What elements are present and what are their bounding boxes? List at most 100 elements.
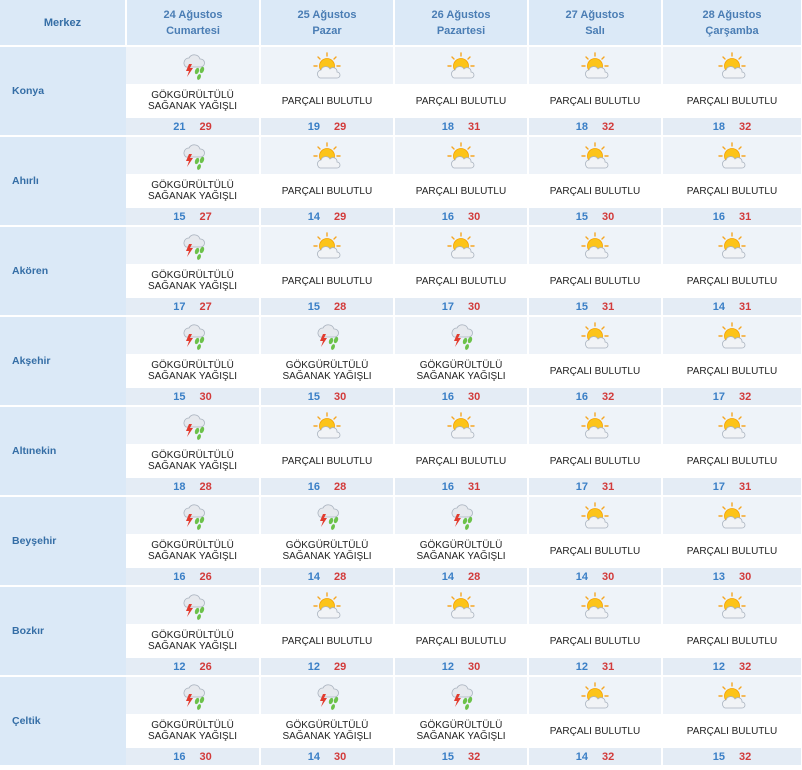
partly-cloudy-icon	[312, 231, 342, 261]
max-temp: 31	[602, 300, 615, 313]
weather-icon-cell	[126, 45, 261, 84]
min-temp: 21	[173, 120, 186, 133]
condition-line: SAĞANAK YAĞIŞLI	[282, 371, 372, 382]
weather-icon-cell	[528, 45, 663, 84]
place-name[interactable]: Akören	[0, 225, 126, 316]
partly-cloudy-icon	[717, 411, 747, 441]
condition-text: GÖKGÜRÜLTÜLÜ SAĞANAK YAĞIŞLI	[126, 624, 261, 658]
forecast-row-desc: GÖKGÜRÜLTÜLÜ SAĞANAK YAĞIŞLI GÖKGÜRÜLTÜLÜ S…	[0, 354, 802, 388]
partly-cloudy-icon	[446, 231, 476, 261]
condition-text: PARÇALI BULUTLU	[662, 174, 802, 208]
partly-cloudy-icon	[312, 411, 342, 441]
condition-text: PARÇALI BULUTLU	[528, 174, 663, 208]
weather-icon-cell	[126, 225, 261, 264]
forecast-row: Beyşehir	[0, 495, 802, 586]
condition-text: PARÇALI BULUTLU	[528, 534, 663, 568]
min-temp: 14	[575, 750, 588, 763]
condition-line: GÖKGÜRÜLTÜLÜ	[151, 720, 234, 731]
condition-text: GÖKGÜRÜLTÜLÜ SAĞANAK YAĞIŞLI	[126, 534, 261, 568]
weather-icon-cell	[394, 315, 529, 354]
place-name[interactable]: Beyşehir	[0, 495, 126, 586]
condition-line: PARÇALI BULUTLU	[686, 725, 778, 737]
weather-icon-cell	[662, 315, 802, 354]
condition-line: SAĞANAK YAĞIŞLI	[416, 731, 506, 742]
min-temp: 14	[307, 750, 320, 763]
weather-icon-cell	[662, 675, 802, 714]
partly-cloudy-icon	[580, 501, 610, 531]
thunderstorm-icon	[446, 681, 476, 711]
max-temp: 30	[334, 390, 347, 403]
forecast-body: Konya	[0, 45, 802, 765]
condition-text: PARÇALI BULUTLU	[528, 264, 663, 298]
condition-line: GÖKGÜRÜLTÜLÜ	[285, 360, 369, 371]
forecast-row-desc: GÖKGÜRÜLTÜLÜ SAĞANAK YAĞIŞLI GÖKGÜRÜLTÜLÜ S…	[0, 714, 802, 748]
forecast-row: Konya	[0, 45, 802, 136]
max-temp: 28	[199, 480, 212, 493]
forecast-row-temps: 21 29 19 29 18 31 18 32 18 32	[0, 118, 802, 136]
condition-line: PARÇALI BULUTLU	[549, 185, 641, 197]
min-temp: 15	[712, 750, 725, 763]
condition-text: PARÇALI BULUTLU	[662, 624, 802, 658]
min-temp: 17	[712, 390, 725, 403]
partly-cloudy-icon	[580, 231, 610, 261]
thunderstorm-icon	[446, 321, 476, 351]
condition-text: PARÇALI BULUTLU	[394, 174, 529, 208]
min-temp: 13	[712, 570, 725, 583]
forecast-row: Akşehir	[0, 315, 802, 406]
weather-icon-cell	[260, 585, 395, 624]
thunderstorm-icon	[178, 141, 208, 171]
partly-cloudy-icon	[717, 501, 747, 531]
partly-cloudy-icon	[580, 591, 610, 621]
condition-text: PARÇALI BULUTLU	[528, 624, 663, 658]
condition-text: PARÇALI BULUTLU	[394, 444, 529, 478]
max-temp: 26	[199, 570, 212, 583]
thunderstorm-icon	[312, 501, 342, 531]
condition-line: GÖKGÜRÜLTÜLÜ	[151, 180, 234, 191]
temperature-cell: 16 30	[126, 748, 261, 765]
min-temp: 15	[173, 210, 186, 223]
forecast-row-temps: 18 28 16 28 16 31 17 31 17 31	[0, 478, 802, 496]
max-temp: 31	[739, 210, 752, 223]
condition-text: GÖKGÜRÜLTÜLÜ SAĞANAK YAĞIŞLI	[394, 714, 529, 748]
condition-line: PARÇALI BULUTLU	[415, 185, 507, 197]
temperature-cell: 16 31	[662, 208, 802, 226]
min-temp: 12	[575, 660, 588, 673]
thunderstorm-icon	[178, 681, 208, 711]
partly-cloudy-icon	[717, 231, 747, 261]
header-row: Merkez 24 Ağustos Cumartesi 25 Ağustos Paz…	[0, 0, 802, 46]
weather-icon-cell	[394, 135, 529, 174]
max-temp: 31	[602, 660, 615, 673]
place-name[interactable]: Konya	[0, 45, 126, 136]
condition-line: PARÇALI BULUTLU	[686, 545, 778, 557]
place-name[interactable]: Çeltik	[0, 675, 126, 765]
forecast-row-desc: GÖKGÜRÜLTÜLÜ SAĞANAK YAĞIŞLI PARÇALI BULUT…	[0, 624, 802, 658]
condition-text: GÖKGÜRÜLTÜLÜ SAĞANAK YAĞIŞLI	[126, 84, 261, 118]
condition-text: PARÇALI BULUTLU	[260, 84, 395, 118]
min-temp: 16	[575, 390, 588, 403]
weather-icon-cell	[394, 225, 529, 264]
condition-line: GÖKGÜRÜLTÜLÜ	[419, 720, 503, 731]
partly-cloudy-icon	[446, 51, 476, 81]
temperature-cell: 12 30	[394, 658, 529, 676]
partly-cloudy-icon	[580, 141, 610, 171]
temperature-cell: 18 32	[662, 118, 802, 136]
place-name[interactable]: Altınekin	[0, 405, 126, 496]
place-name[interactable]: Bozkır	[0, 585, 126, 676]
place-name[interactable]: Akşehir	[0, 315, 126, 406]
max-temp: 28	[334, 480, 347, 493]
condition-text: GÖKGÜRÜLTÜLÜ SAĞANAK YAĞIŞLI	[126, 444, 261, 478]
condition-line: SAĞANAK YAĞIŞLI	[147, 371, 238, 382]
max-temp: 30	[739, 570, 752, 583]
condition-line: SAĞANAK YAĞIŞLI	[416, 371, 506, 382]
max-temp: 31	[739, 480, 752, 493]
place-name[interactable]: Ahırlı	[0, 135, 126, 226]
max-temp: 27	[199, 300, 212, 313]
condition-line: GÖKGÜRÜLTÜLÜ	[151, 450, 234, 461]
condition-line: GÖKGÜRÜLTÜLÜ	[151, 630, 234, 641]
weather-icon-cell	[126, 495, 261, 534]
weather-icon-cell	[394, 585, 529, 624]
condition-line: PARÇALI BULUTLU	[549, 725, 641, 737]
condition-text: PARÇALI BULUTLU	[528, 714, 663, 748]
condition-text: GÖKGÜRÜLTÜLÜ SAĞANAK YAĞIŞLI	[394, 534, 529, 568]
temperature-cell: 14 28	[394, 568, 529, 586]
